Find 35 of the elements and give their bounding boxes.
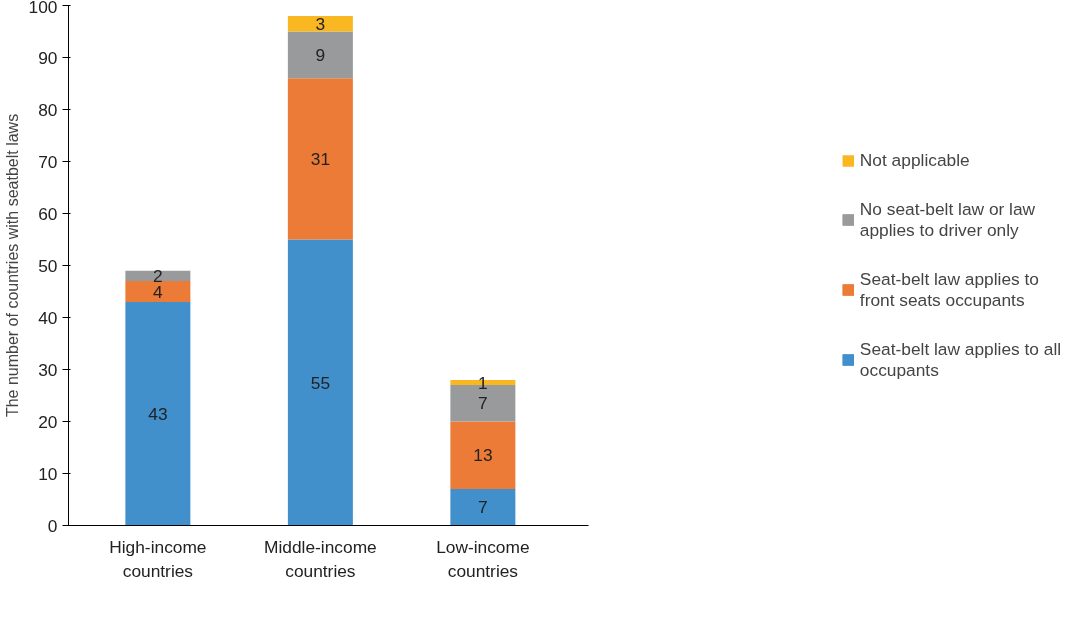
legend-label: No seat-belt law or law applies to driver only [859,198,1036,241]
x-tick-label: Low-income countries [436,536,530,581]
y-tick-label: 100 [28,0,58,17]
y-tick-label: 90 [38,47,58,68]
bar [125,301,191,526]
bar [287,15,353,32]
y-tick-label: 50 [38,255,58,276]
data-label: 7 [478,393,488,414]
data-label: 9 [315,44,326,65]
bar [287,78,353,240]
x-tick-label: Middle-income countries [264,536,377,581]
y-tick-label: 80 [38,99,58,120]
x-tick-label: High-income countries [109,536,207,581]
data-label: 55 [310,372,331,393]
bar [450,421,516,490]
y-tick-label: 60 [38,203,58,224]
y-tick-label: 10 [38,463,58,484]
legend-label: Seat-belt law applies to all occupants [859,338,1062,381]
y-tick-label: 70 [38,151,58,172]
bar [287,239,353,526]
y-tick-label: 40 [38,307,58,328]
data-label: 3 [315,13,326,34]
data-label: 7 [478,497,488,518]
bar [125,281,191,302]
data-label: 13 [473,445,493,466]
legend-label: Not applicable [859,149,970,171]
y-tick-label: 20 [38,411,58,432]
data-label: 43 [148,403,168,424]
bar [287,31,353,79]
y-axis-title: The number of countries with seatbelt laws [3,113,21,418]
data-label: 31 [310,148,331,169]
legend-label: Seat-belt law applies to front seats occupants [859,268,1040,311]
y-tick-label: 0 [47,515,58,536]
y-tick-label: 30 [38,359,58,380]
bar [450,489,516,526]
